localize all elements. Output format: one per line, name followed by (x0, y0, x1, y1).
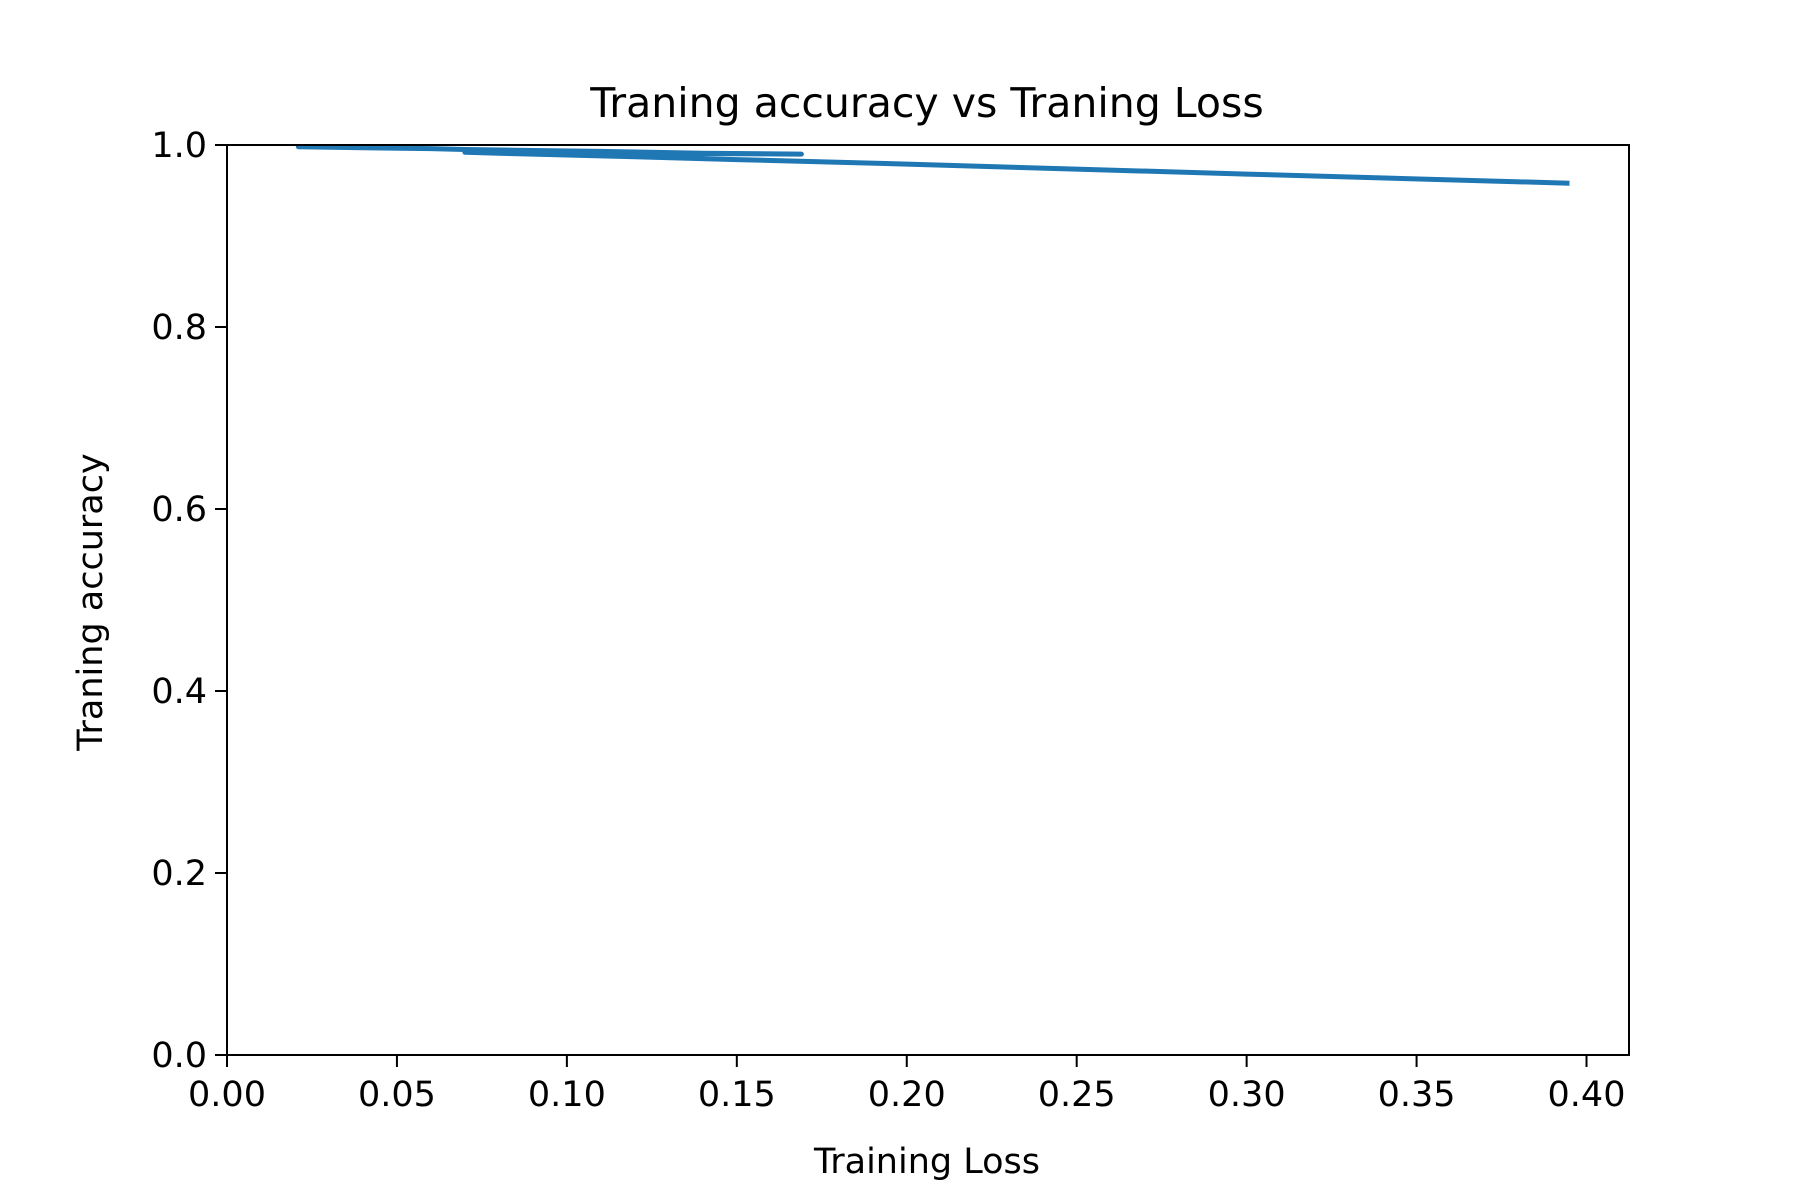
x-tick-label-8: 0.40 (1548, 1075, 1626, 1115)
plot-area: 0.00 0.05 0.10 0.15 0.20 0.25 0.30 0.35 0.40 0.0 0… (151, 126, 1630, 1115)
x-tick-label-4: 0.20 (868, 1075, 946, 1115)
y-tick-label-4: 0.8 (151, 308, 207, 348)
x-tick-label-1: 0.05 (358, 1075, 436, 1115)
y-tick-label-5: 1.0 (151, 126, 207, 166)
x-tick-label-2: 0.10 (528, 1075, 606, 1115)
y-tick-label-0: 0.0 (151, 1036, 207, 1076)
y-axis-label: Traning accuracy (71, 453, 111, 751)
y-tick-label-3: 0.6 (151, 490, 207, 530)
y-tick-label-2: 0.4 (151, 672, 207, 712)
series-line-0 (295, 144, 1570, 186)
axes-frame (226, 144, 1630, 1056)
x-tick-label-3: 0.15 (698, 1075, 776, 1115)
chart-title: Traning accuracy vs Traning Loss (589, 79, 1263, 127)
x-tick-label-6: 0.30 (1208, 1075, 1286, 1115)
x-tick-label-0: 0.00 (188, 1075, 266, 1115)
x-tick-label-7: 0.35 (1378, 1075, 1456, 1115)
x-axis-label: Training Loss (813, 1142, 1040, 1182)
x-tick-label-5: 0.25 (1038, 1075, 1116, 1115)
y-tick-label-1: 0.2 (151, 854, 207, 894)
